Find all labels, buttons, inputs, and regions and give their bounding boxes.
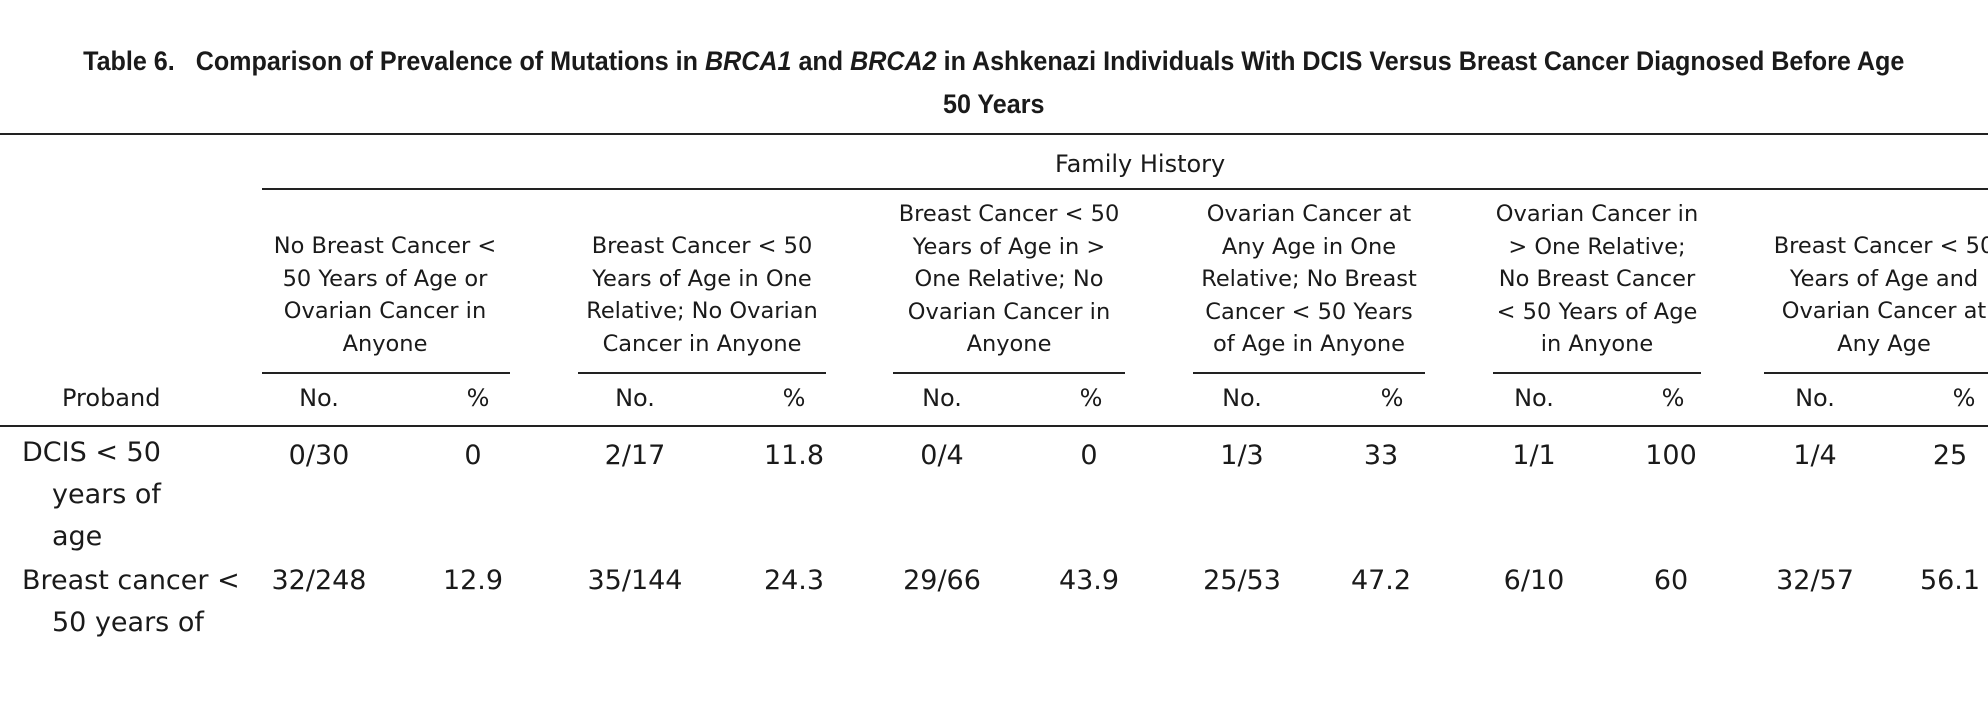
subheader-no-1: No. <box>299 384 339 412</box>
table-title-line-1: Table 6. Comparison of Prevalence of Mut… <box>69 40 1918 83</box>
gene-brca1: BRCA1 <box>704 46 792 76</box>
table-cell: 1/3 <box>1220 440 1264 471</box>
table-cell: 0/4 <box>920 440 964 471</box>
table-cell: 1/4 <box>1793 440 1837 471</box>
subheader-no-6: No. <box>1795 384 1835 412</box>
table-cell: 0 <box>464 440 482 471</box>
family-history-header: Family History <box>1055 150 1226 178</box>
table-number: Table 6. <box>83 46 175 76</box>
row-label-breast-cancer: Breast cancer < 50 years of <box>22 565 240 638</box>
subheader-no-2: No. <box>615 384 655 412</box>
title-and: and <box>798 46 844 76</box>
column-rule-2 <box>578 372 826 374</box>
table-top-rule <box>0 133 1988 135</box>
table-cell: 6/10 <box>1503 565 1565 596</box>
table-title: Table 6. Comparison of Prevalence of Mut… <box>69 40 1918 126</box>
header-bottom-rule <box>0 425 1988 427</box>
subheader-pct-1: % <box>466 384 490 412</box>
subheader-no-4: No. <box>1222 384 1262 412</box>
table-cell: 29/66 <box>903 565 981 596</box>
row-label-dcis: DCIS < 50 years of age <box>22 437 161 552</box>
column-rule-3 <box>893 372 1125 374</box>
column-header-4: Ovarian Cancer at Any Age in One Relativ… <box>1201 201 1417 357</box>
column-header-2: Breast Cancer < 50 Years of Age in One R… <box>586 233 818 357</box>
table-cell: 56.1 <box>1919 565 1981 596</box>
column-header-5: Ovarian Cancer in > One Relative; No Bre… <box>1495 201 1699 357</box>
column-header-1: No Breast Cancer < 50 Years of Age or Ov… <box>273 233 497 357</box>
table-cell: 47.2 <box>1350 565 1412 596</box>
subheader-pct-5: % <box>1661 384 1685 412</box>
gene-brca2: BRCA2 <box>850 46 937 76</box>
subheader-no-5: No. <box>1514 384 1554 412</box>
table-cell: 25 <box>1932 440 1968 471</box>
table-cell: 11.8 <box>763 440 825 471</box>
subheader-pct-3: % <box>1079 384 1103 412</box>
table-cell: 0 <box>1080 440 1098 471</box>
table-cell: 32/57 <box>1776 565 1854 596</box>
title-text-2: in Ashkenazi Individuals With DCIS Versu… <box>943 46 1905 76</box>
column-rule-1 <box>262 372 510 374</box>
subheader-pct-4: % <box>1380 384 1404 412</box>
subheader-no-3: No. <box>922 384 962 412</box>
column-header-3: Breast Cancer < 50 Years of Age in > One… <box>898 201 1120 357</box>
table-title-line-2: 50 Years <box>942 89 1045 119</box>
subheader-pct-6: % <box>1952 384 1976 412</box>
table-cell: 35/144 <box>587 565 683 596</box>
table-cell: 1/1 <box>1512 440 1556 471</box>
table-cell: 25/53 <box>1203 565 1281 596</box>
column-rule-4 <box>1193 372 1425 374</box>
table-cell: 60 <box>1653 565 1689 596</box>
family-history-rule <box>262 188 1988 190</box>
table-cell: 33 <box>1363 440 1399 471</box>
column-rule-6 <box>1764 372 1988 374</box>
stub-header: Proband <box>62 384 161 412</box>
table-cell: 2/17 <box>604 440 666 471</box>
column-header-6: Breast Cancer < 50 Years of Age and Ovar… <box>1773 233 1988 357</box>
table-cell: 24.3 <box>763 565 825 596</box>
column-rule-5 <box>1493 372 1701 374</box>
table-cell: 43.9 <box>1058 565 1120 596</box>
subheader-pct-2: % <box>782 384 806 412</box>
table-cell: 100 <box>1645 440 1697 471</box>
table-cell: 0/30 <box>288 440 350 471</box>
table-cell: 32/248 <box>271 565 367 596</box>
table-cell: 12.9 <box>442 565 504 596</box>
title-text-1: Comparison of Prevalence of Mutations in <box>195 46 698 76</box>
